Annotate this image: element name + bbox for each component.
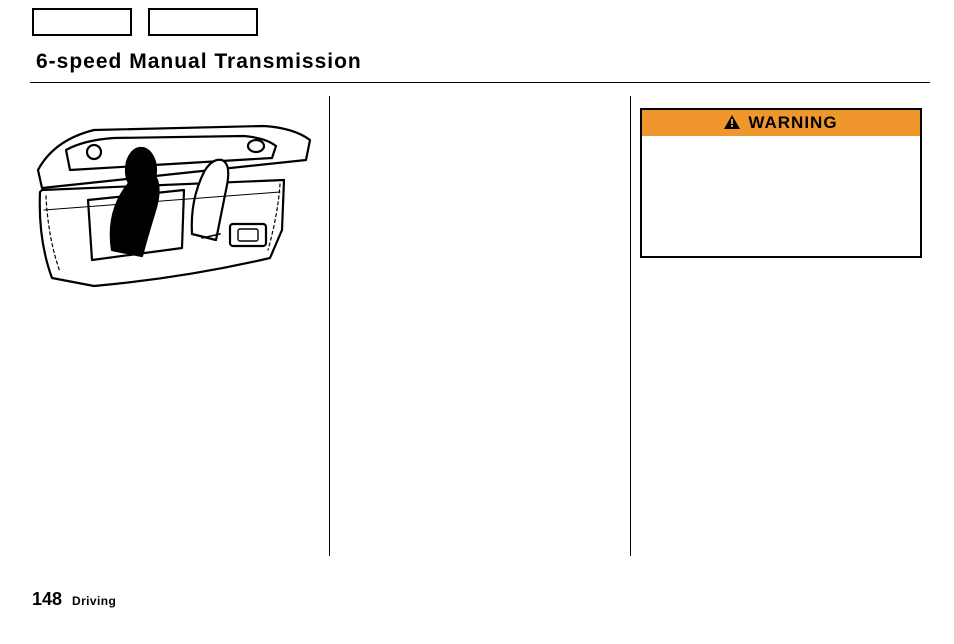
warning-header: WARNING [642, 110, 920, 136]
nav-box-1[interactable] [32, 8, 132, 36]
content-columns: WARNING [30, 96, 930, 556]
section-name: Driving [72, 594, 116, 608]
warning-triangle-icon [724, 115, 740, 132]
nav-box-2[interactable] [148, 8, 258, 36]
warning-body [642, 136, 920, 256]
column-2 [330, 96, 629, 556]
title-rule [30, 82, 930, 83]
shifter-illustration [34, 110, 314, 290]
warning-box: WARNING [640, 108, 922, 258]
column-1 [30, 96, 329, 556]
page-number: 148 [32, 589, 62, 610]
top-nav-boxes [32, 8, 258, 36]
warning-label: WARNING [748, 113, 837, 133]
page-title: 6-speed Manual Transmission [36, 50, 362, 74]
column-3: WARNING [631, 96, 930, 556]
page-footer: 148 Driving [32, 589, 116, 610]
